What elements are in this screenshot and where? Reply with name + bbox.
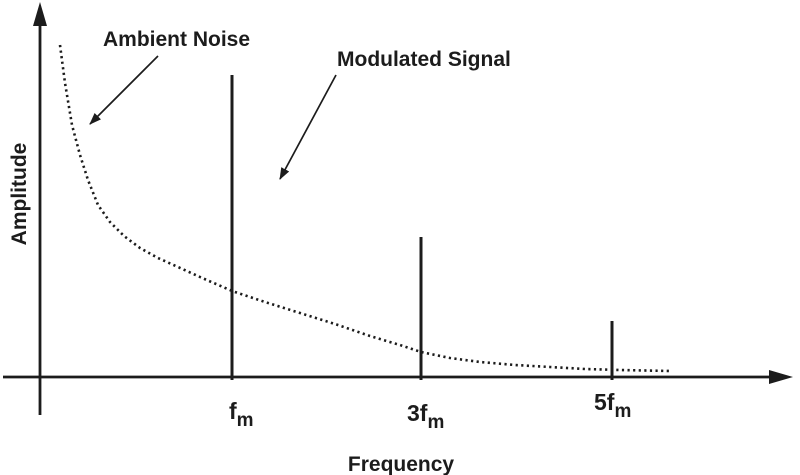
x-axis-arrowhead [769,370,793,384]
tick-3fm-sub: m [427,412,444,433]
tick-3fm: 3fm [407,400,444,433]
y-axis-title: Amplitude [8,143,31,246]
x-axis-title: Frequency [348,453,455,475]
tick-fm: fm [229,398,254,431]
modulated-signal-arrow [279,74,337,180]
ambient-noise-arrow [89,55,159,125]
tick-fm-base: f [229,398,237,424]
tick-5fm-base: 5f [594,389,615,415]
tick-5fm-sub: m [614,401,631,422]
ambient-noise-label: Ambient Noise [103,28,250,51]
tick-5fm: 5fm [594,389,631,422]
modulated-signal-label: Modulated Signal [337,48,511,71]
y-axis-arrowhead [33,2,47,26]
ambient-noise-curve [58,44,671,373]
tick-3fm-base: 3f [407,400,428,426]
tick-fm-sub: m [237,410,254,431]
